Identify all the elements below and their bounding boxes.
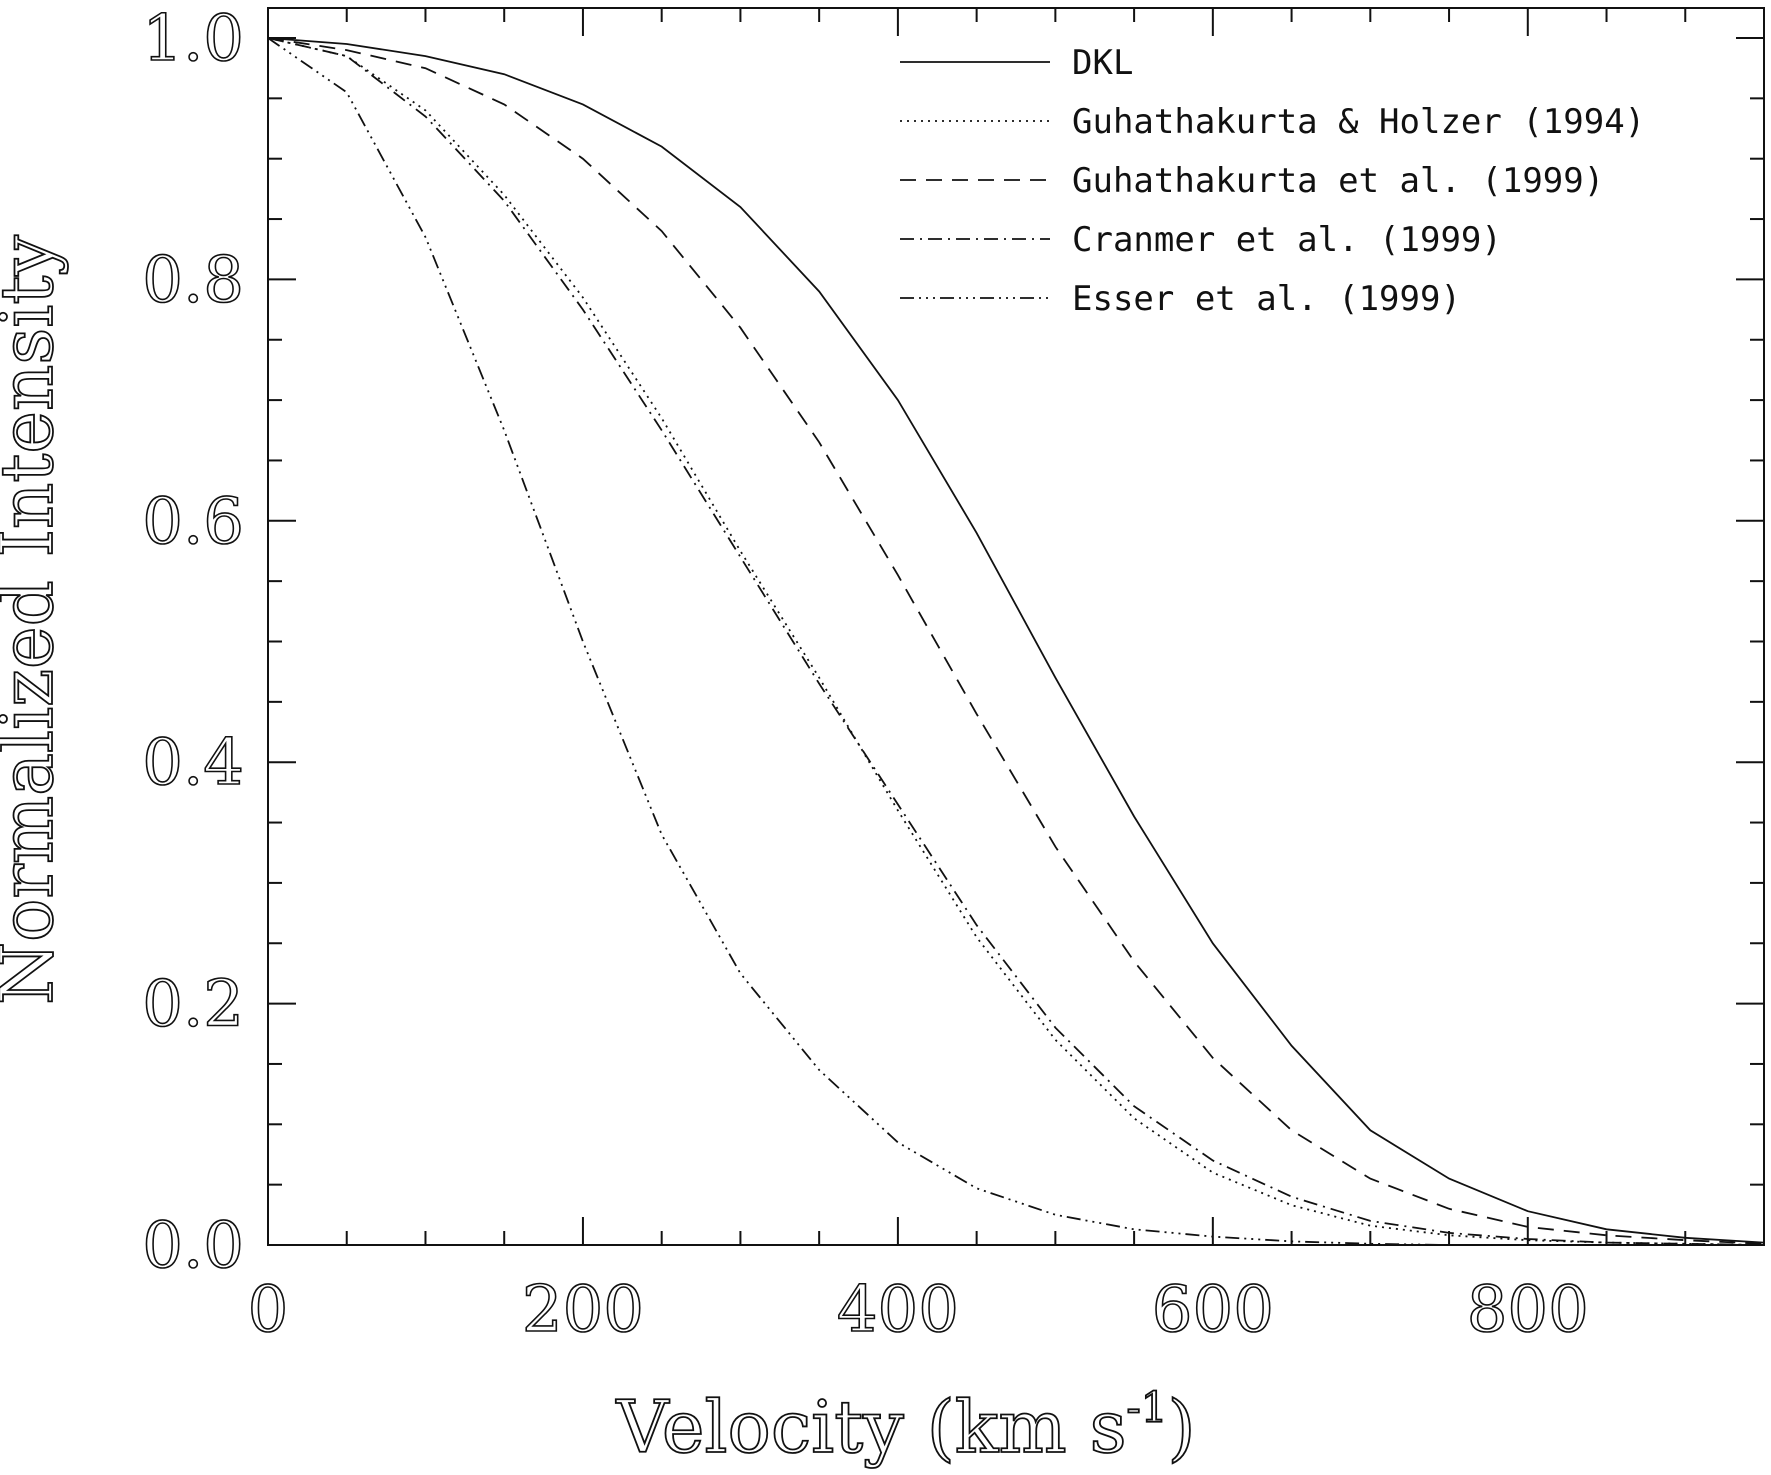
x-axis-title-main: Velocity (km s [615, 1385, 1126, 1469]
plot-area: 0 200 400 600 800 0.0 0.2 0.4 0.6 0.8 1.0 [141, 1, 1765, 1348]
legend-label: Esser et al. (1999) [1072, 279, 1461, 319]
x-tick-label: 600 [1152, 1273, 1274, 1347]
legend-label: DKL [1072, 43, 1133, 83]
series-line-5 [267, 37, 1764, 1246]
legend-label: Guhathakurta & Holzer (1994) [1072, 102, 1645, 142]
x-axis-title-exponent: -1 [1127, 1383, 1168, 1432]
y-tick-label: 1.0 [142, 2, 244, 76]
x-tick-label: 800 [1467, 1273, 1589, 1347]
legend-label: Guhathakurta et al. (1999) [1072, 161, 1604, 201]
y-tick-label: 0.2 [142, 968, 244, 1042]
legend-label: Cranmer et al. (1999) [1072, 220, 1502, 260]
x-tick-label: 200 [522, 1273, 644, 1347]
series-line-1 [267, 37, 1765, 1244]
x-tick-label: 0 [248, 1273, 289, 1347]
y-tick-label: 0.4 [142, 726, 244, 800]
series-line-2 [267, 37, 1765, 1246]
y-tick-label: 0.0 [142, 1209, 244, 1283]
x-axis-title-close: ) [1167, 1385, 1195, 1469]
y-tick-label: 0.8 [142, 243, 244, 317]
y-axis-title: Normalized Intensity [0, 235, 69, 1005]
x-axis-title: Velocity (km s-1) [615, 1383, 1195, 1469]
y-tick-label: 0.6 [142, 485, 244, 559]
plot-frame [267, 7, 1765, 1246]
x-tick-label: 400 [837, 1273, 959, 1347]
series-line-3 [267, 37, 1765, 1245]
series-line-4 [267, 37, 1765, 1246]
legend: DKL Guhathakurta & Holzer (1994) Guhathaku… [900, 43, 1645, 319]
